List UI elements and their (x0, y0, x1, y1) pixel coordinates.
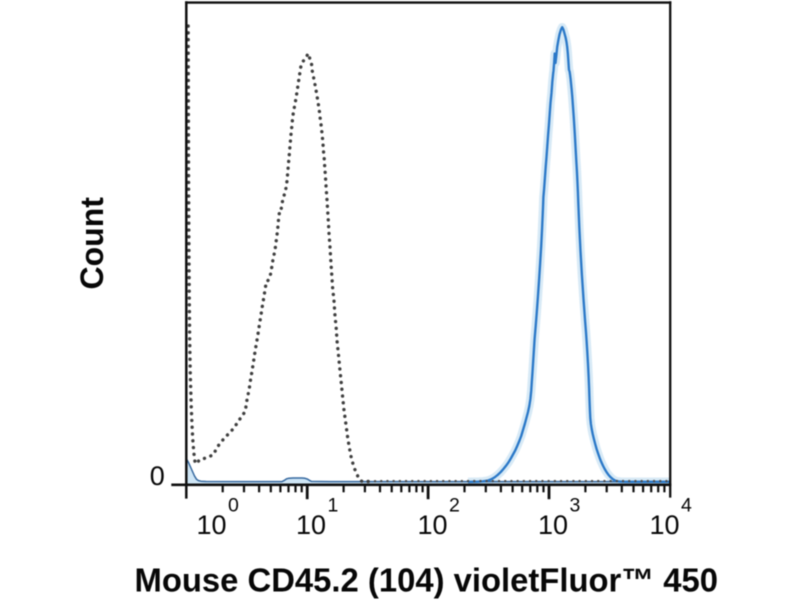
svg-text:103: 103 (538, 495, 580, 541)
svg-text:101: 101 (296, 495, 338, 541)
svg-text:100: 100 (197, 495, 240, 541)
svg-text:Count: Count (74, 197, 110, 290)
svg-text:Mouse CD45.2 (104) violetFluor: Mouse CD45.2 (104) violetFluor™ 450 (135, 562, 719, 599)
svg-text:102: 102 (418, 495, 460, 541)
svg-text:0: 0 (150, 461, 165, 491)
svg-text:104: 104 (650, 495, 693, 541)
